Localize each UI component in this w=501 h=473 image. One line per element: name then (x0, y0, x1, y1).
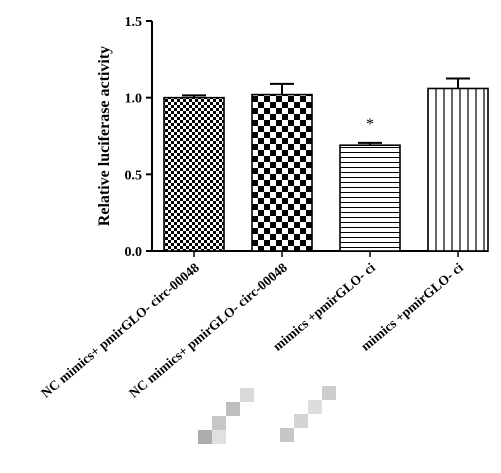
blurred-region-1 (198, 388, 254, 444)
bar-4 (427, 87, 489, 252)
annotations-group: * (366, 116, 374, 133)
bar-3 (339, 144, 401, 252)
category-label-2: NC mimics+ pmirGLO- circ-00048 (126, 260, 290, 401)
y-tick-label: 0.5 (125, 168, 143, 183)
bar-1 (163, 96, 225, 252)
error-bars-group (182, 77, 470, 146)
category-label-1: NC mimics+ pmirGLO- circ-00048 (38, 260, 202, 401)
y-axis-title: Relative luciferase activity (96, 46, 113, 226)
y-tick-label: 1.0 (125, 92, 143, 107)
y-tick-label: 1.5 (125, 15, 143, 30)
y-tick-label: 0.0 (125, 245, 143, 260)
blurred-region-2 (280, 386, 336, 442)
bar-2 (251, 93, 313, 252)
bars-group (163, 87, 489, 252)
significance-marker: * (366, 116, 374, 133)
